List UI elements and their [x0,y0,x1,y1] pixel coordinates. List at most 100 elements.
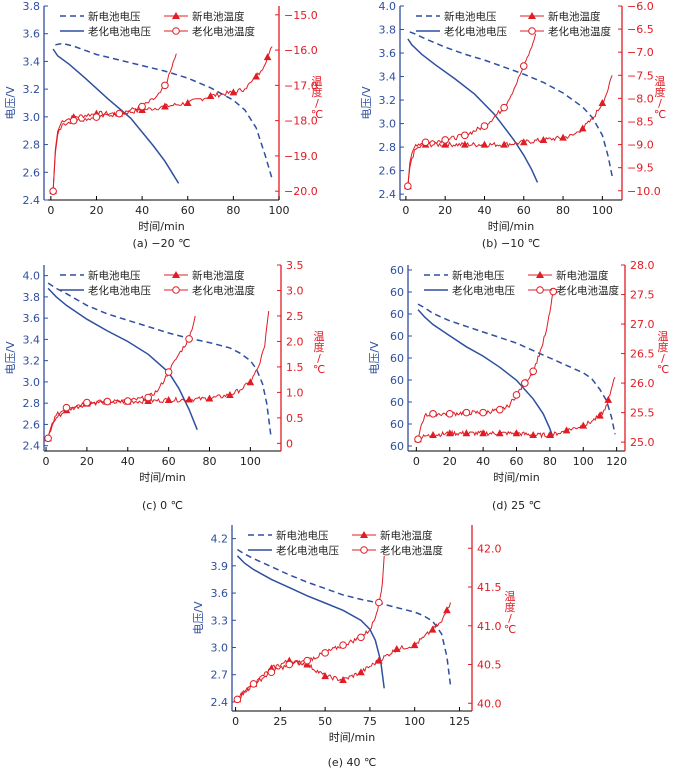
x-tick-label: 20 [443,455,457,468]
data-point [479,408,487,417]
legend-label: 老化电池温度 [192,25,255,38]
data-point [445,429,454,437]
data-point [521,379,529,387]
data-point [443,606,451,614]
y2-tick-label: −6.0 [627,0,654,13]
y-tick-label: 3.8 [23,291,41,304]
data-point [496,429,504,437]
data-point [144,393,152,402]
y-tick-label: 3.2 [23,355,41,368]
data-point [375,598,383,607]
y2-tick-label: 42.0 [477,542,502,555]
y2-axis-label: 温度/℃ [654,75,666,121]
x-axis-label: 时间/min [139,471,185,484]
series-line [407,38,539,183]
data-point [500,140,508,148]
data-point [226,390,234,398]
y2-axis-label-char: 温 [505,590,516,603]
y-tick-label: 60 [390,286,404,299]
y-tick-label: 2.6 [23,166,41,179]
y2-tick-label: 0.5 [286,412,304,425]
y2-tick-label: 41.0 [477,620,502,633]
data-point [183,99,192,106]
y2-axis-label-char: 温 [658,330,669,343]
data-point [462,408,471,417]
series-line [55,42,273,180]
y-tick-label: 3.9 [211,560,229,573]
data-point [461,140,469,148]
y2-tick-label: 1.5 [286,361,304,374]
y-tick-label: 3.6 [211,587,229,600]
x-tick-label: 100 [269,204,290,217]
y-axis-label: 电压/V [360,86,373,120]
y-tick-label: 3.4 [379,71,397,84]
x-tick-label: 60 [181,204,195,217]
legend-marker [528,12,536,19]
y-tick-label: 2.4 [23,194,41,207]
data-point [285,660,294,669]
data-point [164,396,173,404]
legend-label: 老化电池温度 [548,25,611,38]
x-tick-label: 120 [606,455,627,468]
x-tick-label: 125 [449,715,470,728]
data-point [103,397,112,406]
data-point [321,649,329,657]
data-point [267,668,276,677]
x-tick-label: 80 [226,204,240,217]
data-point [461,131,469,140]
panel-caption: (b) −10 ℃ [482,237,540,250]
y-tick-label: 3.0 [379,118,397,131]
y2-axis-label-char: 温 [314,330,325,343]
data-point [357,668,365,676]
legend-label: 老化电池温度 [556,284,619,297]
data-point [375,656,383,664]
y2-axis-label-char: / [315,97,319,110]
y2-tick-label: 2.5 [286,310,304,323]
x-tick-label: 40 [135,204,149,217]
y-tick-label: 60 [390,418,404,431]
y2-tick-label: 26.0 [630,377,655,390]
x-tick-label: 100 [592,204,613,217]
x-tick-label: 100 [240,455,261,468]
y-tick-label: 60 [390,330,404,343]
y2-axis-label-char: 温 [655,75,666,88]
data-point [339,641,347,649]
x-tick-label: 80 [556,204,570,217]
x-tick-label: 50 [318,715,332,728]
data-point [598,99,607,106]
data-point [229,88,238,96]
legend-marker [360,546,368,554]
y-tick-label: 3.4 [23,55,41,68]
y-tick-label: 3.6 [23,28,41,41]
y-tick-label: 2.4 [23,440,41,453]
legend-marker [172,27,180,35]
legend-marker [172,271,180,278]
y2-tick-label: 40.5 [477,659,502,672]
data-point [578,124,587,132]
data-point [44,434,52,443]
data-point [92,113,101,121]
data-point [441,136,449,144]
y2-tick-label: −7.0 [627,46,654,59]
data-point [500,103,508,112]
y-tick-label: 3.0 [23,111,41,124]
series-line [52,48,180,184]
legend-label: 新电池温度 [556,269,609,282]
data-point [480,140,489,148]
legend-marker [536,286,544,294]
legend-marker [536,271,544,278]
y2-tick-label: 3.0 [286,284,304,297]
data-point [249,680,258,688]
data-point [123,397,132,405]
y2-tick-label: −17.0 [284,79,318,92]
y2-tick-label: −9.5 [627,162,654,175]
x-tick-label: 20 [438,204,452,217]
y2-axis-label: 温度/℃ [311,75,323,121]
y-tick-label: 3.2 [379,94,397,107]
y2-axis-label-char: ℃ [654,108,666,121]
data-point [161,81,169,90]
data-point [428,625,437,633]
series-line [236,555,385,689]
y2-tick-label: −18.0 [284,115,318,128]
